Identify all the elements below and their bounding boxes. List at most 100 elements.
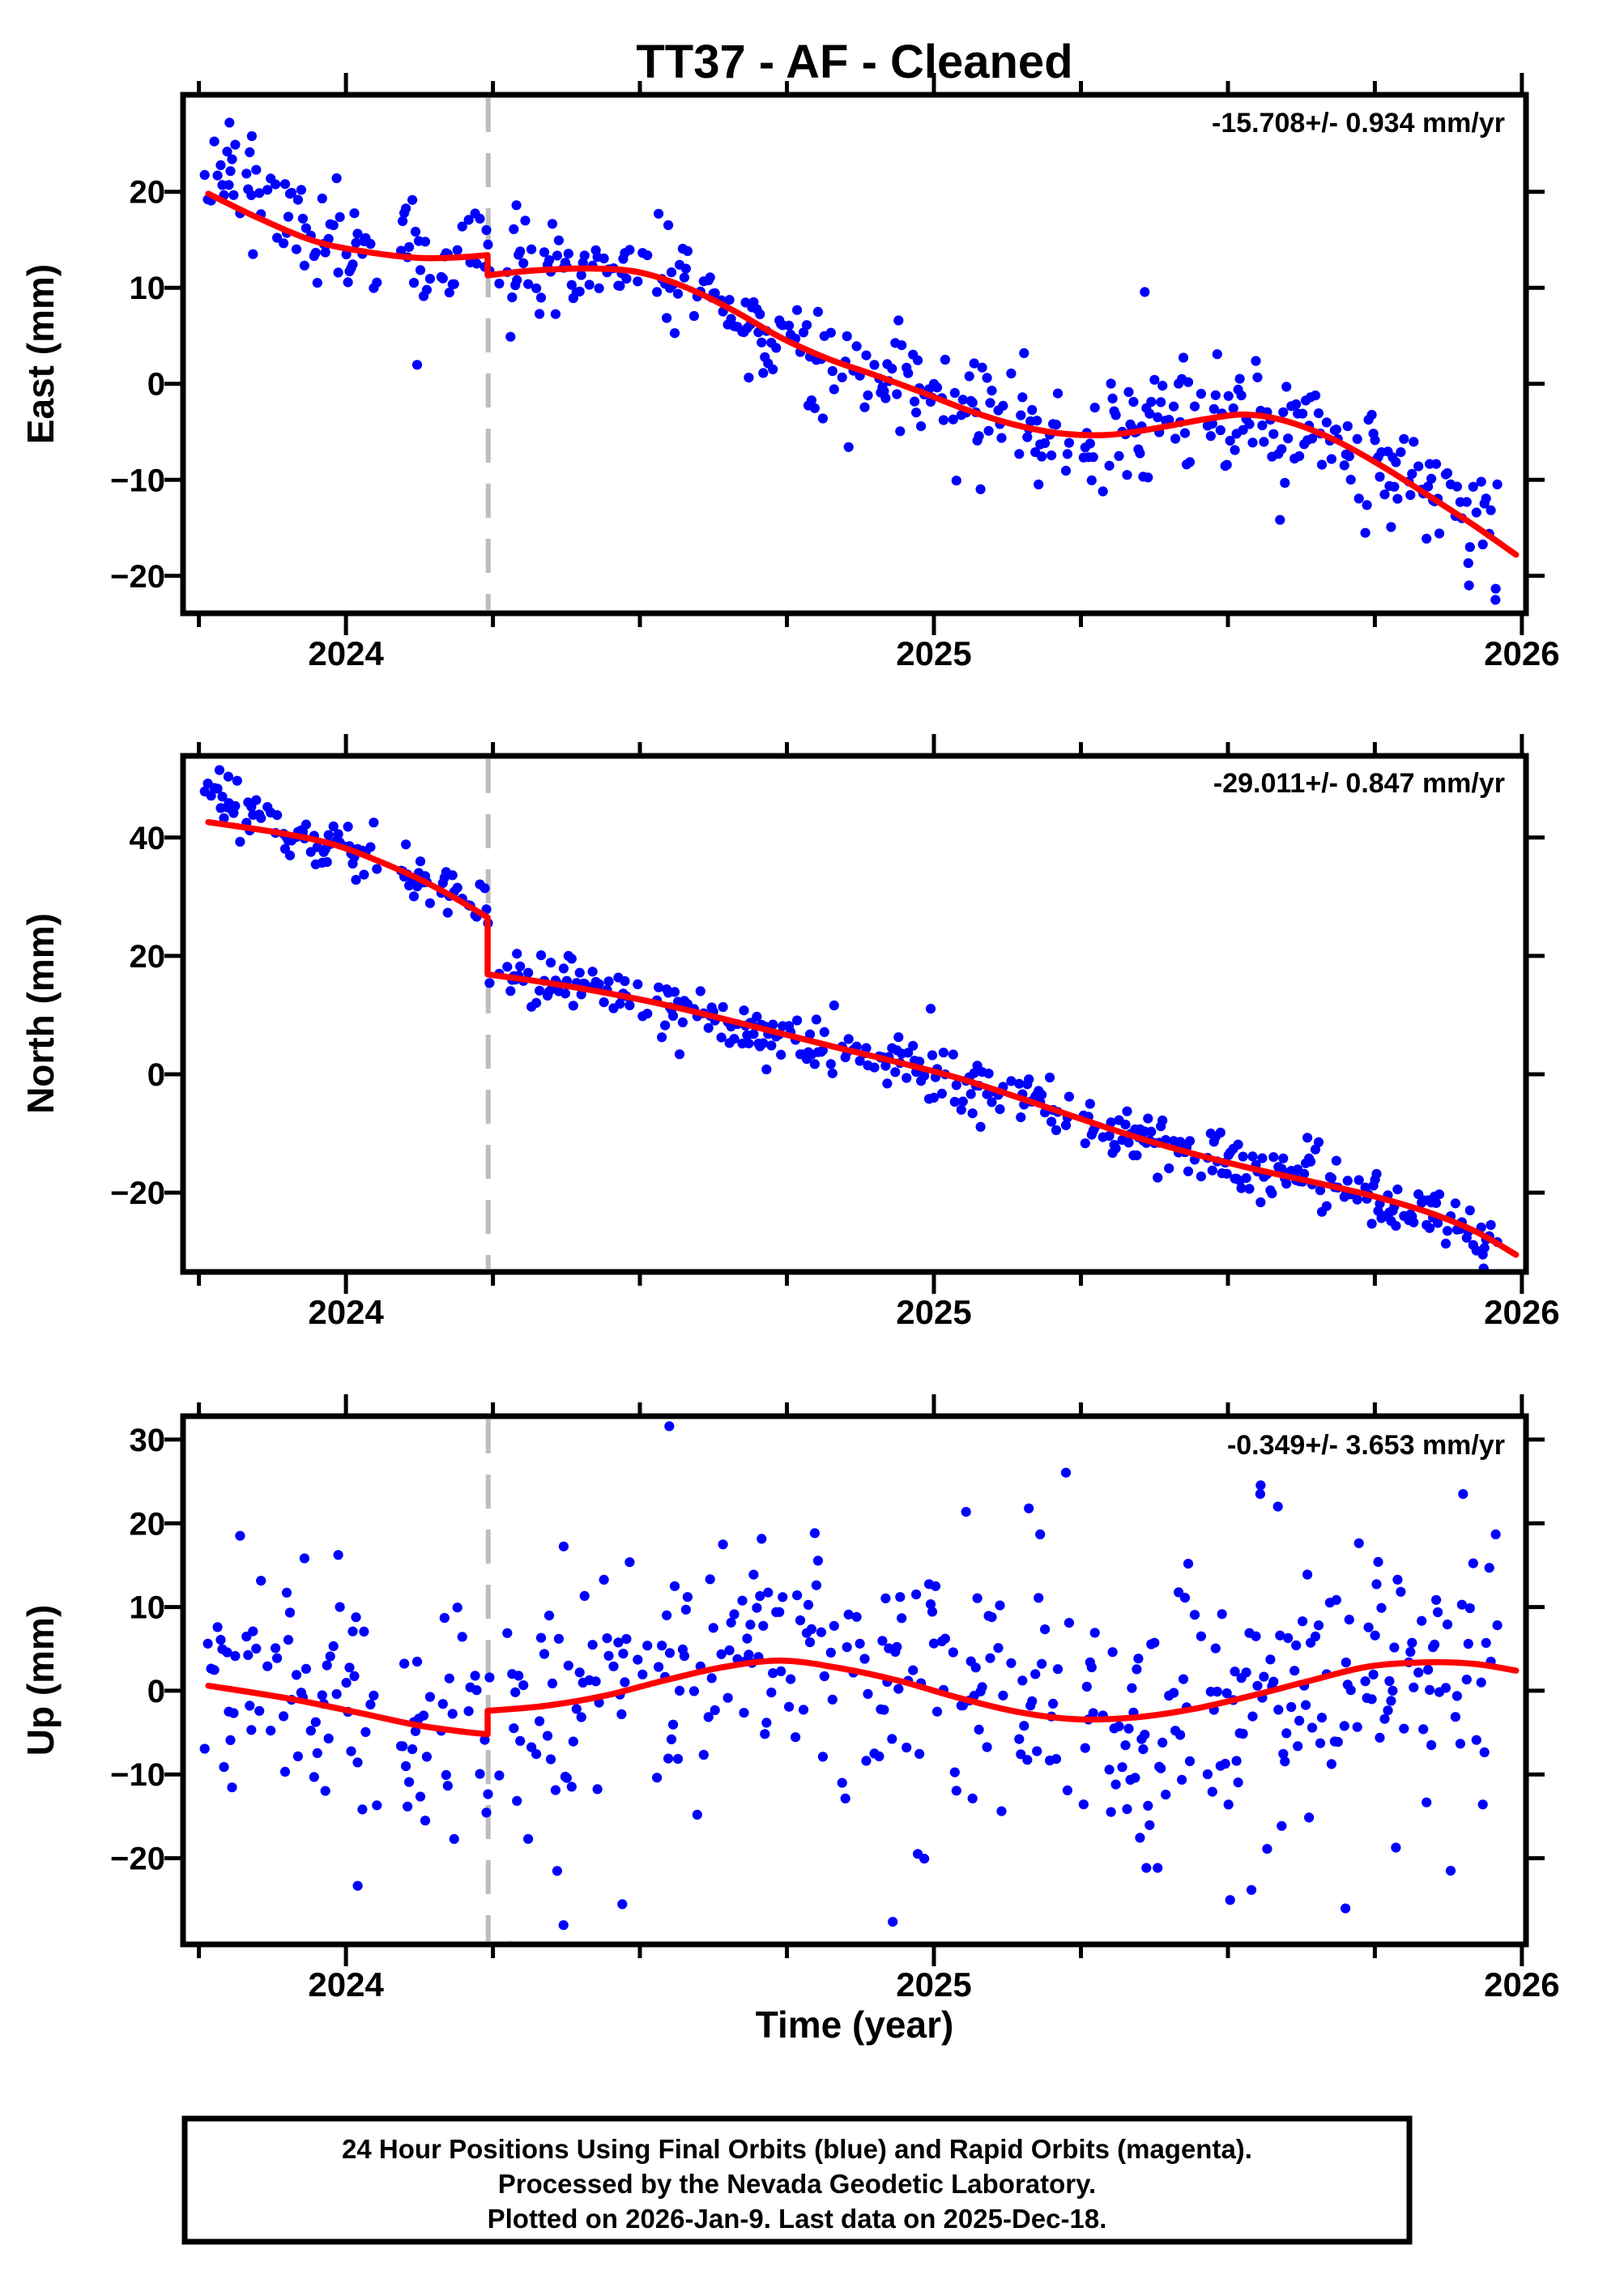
- data-point: [1379, 489, 1390, 500]
- data-point: [766, 1688, 777, 1698]
- data-point: [1440, 1238, 1451, 1249]
- data-point: [1313, 408, 1324, 419]
- data-point: [1339, 460, 1349, 471]
- data-point: [1183, 1166, 1194, 1176]
- data-point: [1062, 449, 1072, 459]
- data-point: [550, 1785, 561, 1795]
- data-point: [550, 309, 561, 319]
- axis-frame: [180, 1413, 1529, 1948]
- data-point: [919, 1854, 930, 1864]
- data-point: [457, 1632, 467, 1642]
- data-point: [745, 1620, 756, 1630]
- axis-ticks: [164, 734, 1545, 1294]
- data-point: [897, 1613, 907, 1624]
- data-point: [615, 280, 625, 291]
- data-point: [1157, 381, 1168, 391]
- data-point: [804, 1029, 816, 1039]
- data-point: [1440, 1683, 1451, 1693]
- data-point: [545, 958, 556, 968]
- data-point-extreme: [1341, 1903, 1351, 1914]
- data-point: [927, 1050, 938, 1061]
- data-point: [931, 382, 943, 393]
- data-point: [251, 1643, 262, 1654]
- data-point: [768, 1668, 778, 1679]
- data-point: [766, 1040, 777, 1051]
- data-point: [880, 1061, 891, 1071]
- data-point: [744, 1649, 754, 1660]
- data-point: [1080, 1743, 1090, 1753]
- data-point: [692, 1809, 702, 1820]
- data-point: [505, 986, 516, 996]
- caption-line-2: Processed by the Nevada Geodetic Laborat…: [498, 2169, 1096, 2199]
- data-point: [809, 1528, 821, 1538]
- data-point: [1088, 1708, 1098, 1718]
- data-point: [592, 1784, 603, 1795]
- data-point: [688, 1686, 700, 1696]
- data-point: [987, 1612, 997, 1623]
- data-point: [1283, 1632, 1294, 1643]
- data-point: [1019, 1721, 1029, 1731]
- data-point: [1386, 522, 1396, 532]
- data-point: [235, 836, 245, 847]
- data-point: [279, 179, 291, 190]
- data-point: [442, 1781, 453, 1791]
- data-point: [452, 882, 462, 893]
- data-point: [842, 1642, 852, 1653]
- data-point: [695, 986, 705, 996]
- data-point: [657, 1641, 667, 1651]
- data-point: [1389, 481, 1400, 492]
- data-point: [360, 1726, 371, 1737]
- data-point: [1315, 1185, 1326, 1196]
- data-point: [322, 1660, 332, 1671]
- data-point: [251, 164, 262, 175]
- data-point: [1128, 396, 1139, 408]
- data-point: [404, 1777, 415, 1787]
- data-point: [235, 1530, 245, 1541]
- data-point: [798, 327, 809, 338]
- y-tick-label: 30: [130, 1423, 166, 1458]
- data-point: [602, 1633, 612, 1644]
- data-point: [335, 211, 345, 222]
- data-point: [1045, 1072, 1055, 1083]
- data-point: [1022, 1755, 1033, 1765]
- data-point: [1352, 433, 1362, 445]
- data-point: [1225, 1895, 1235, 1906]
- data-point: [776, 1666, 786, 1676]
- data-point: [1294, 1715, 1305, 1726]
- data-point: [1332, 1737, 1343, 1748]
- data-point: [662, 1610, 672, 1620]
- data-point: [798, 1705, 809, 1715]
- y-tick-label: 10: [130, 1590, 166, 1626]
- data-point: [982, 373, 992, 383]
- data-point: [880, 393, 891, 403]
- data-point: [199, 169, 210, 180]
- data-point: [505, 331, 516, 342]
- data-point: [1196, 1631, 1206, 1641]
- data-point: [938, 415, 948, 425]
- data-point: [518, 258, 529, 268]
- data-point: [407, 1744, 418, 1755]
- data-point: [1060, 1120, 1072, 1130]
- x-tick-label: 2026: [1484, 1293, 1559, 1331]
- data-point: [369, 817, 379, 828]
- data-point: [1461, 1675, 1472, 1685]
- data-point: [819, 1671, 829, 1682]
- data-point: [677, 1017, 688, 1027]
- data-point: [949, 1096, 960, 1107]
- data-point: [215, 1635, 226, 1645]
- data-point: [227, 1782, 237, 1793]
- data-point: [893, 1032, 904, 1043]
- data-point: [452, 1603, 462, 1613]
- data-point: [1060, 465, 1072, 476]
- data-point: [1484, 1563, 1494, 1573]
- data-point: [1123, 1723, 1134, 1734]
- data-point: [599, 253, 609, 264]
- data-point: [1169, 401, 1179, 412]
- data-point: [272, 1653, 283, 1663]
- data-point: [243, 1649, 254, 1660]
- data-point: [415, 856, 426, 867]
- data-point: [1259, 437, 1269, 447]
- data-point: [587, 967, 598, 977]
- data-point: [1086, 475, 1097, 486]
- data-point: [825, 327, 836, 338]
